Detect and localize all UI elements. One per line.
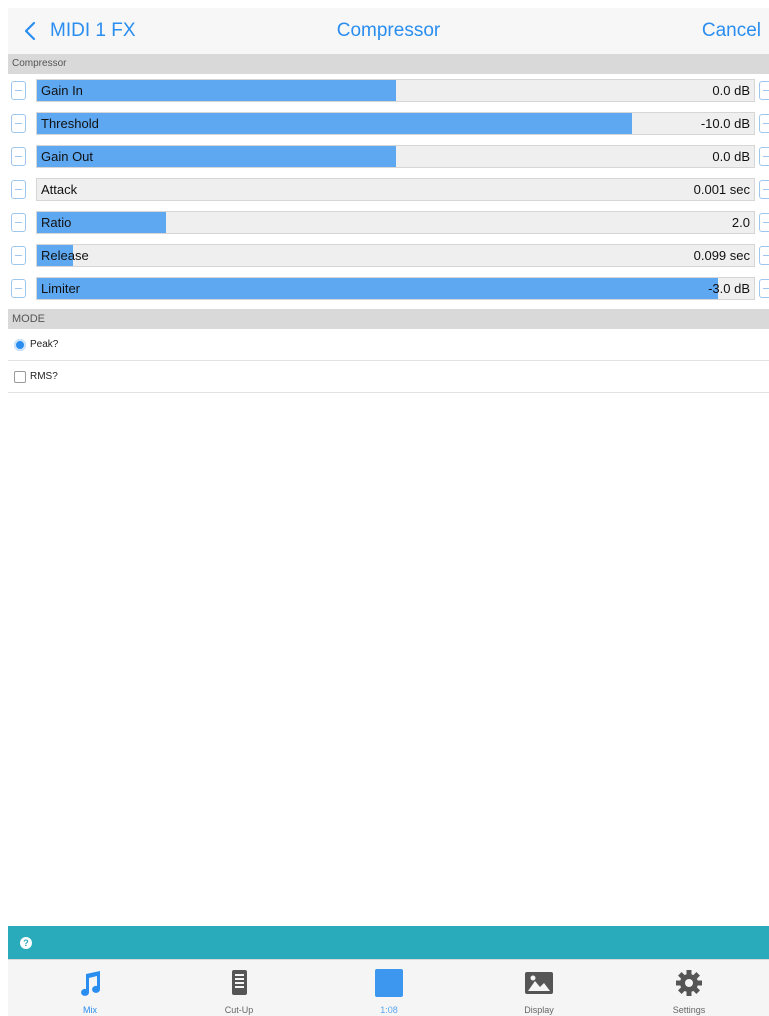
param-row-limiter: Limiter -3.0 dB bbox=[8, 272, 769, 305]
tab-display[interactable]: Display bbox=[489, 960, 589, 1016]
increment-button[interactable] bbox=[759, 114, 769, 133]
slider-fill bbox=[37, 146, 396, 167]
page-title: Compressor bbox=[336, 20, 441, 41]
slider-label: Gain Out bbox=[41, 149, 94, 164]
decrement-button[interactable] bbox=[11, 81, 26, 100]
gain-in-slider[interactable]: Gain In 0.0 dB bbox=[36, 79, 755, 102]
slider-label: Threshold bbox=[41, 116, 99, 131]
slider-value: -3.0 dB bbox=[708, 281, 750, 296]
increment-button[interactable] bbox=[759, 180, 769, 199]
tab-bar: Mix Cut-Up 1:08 Display bbox=[8, 959, 769, 1016]
slider-value: 0.0 dB bbox=[712, 83, 750, 98]
chevron-left-icon bbox=[24, 21, 36, 41]
document-icon bbox=[232, 970, 247, 995]
nav-bar: MIDI 1 FX Compressor Cancel bbox=[8, 8, 769, 54]
release-slider[interactable]: Release 0.099 sec bbox=[36, 244, 755, 267]
slider-fill bbox=[37, 245, 73, 266]
decrement-button[interactable] bbox=[11, 279, 26, 298]
help-icon[interactable]: ? bbox=[20, 937, 32, 949]
slider-label: Gain In bbox=[41, 83, 83, 98]
square-icon bbox=[375, 969, 403, 997]
param-row-gain-in: Gain In 0.0 dB bbox=[8, 74, 769, 107]
param-row-gain-out: Gain Out 0.0 dB bbox=[8, 140, 769, 173]
slider-value: 0.0 dB bbox=[712, 149, 750, 164]
param-row-release: Release 0.099 sec bbox=[8, 239, 769, 272]
mode-option-label: RMS? bbox=[30, 371, 58, 382]
mode-option-label: Peak? bbox=[30, 339, 59, 350]
slider-label: Release bbox=[41, 248, 89, 263]
cancel-button[interactable]: Cancel bbox=[701, 20, 761, 41]
limiter-slider[interactable]: Limiter -3.0 dB bbox=[36, 277, 755, 300]
tab-label: Settings bbox=[672, 1005, 706, 1015]
threshold-slider[interactable]: Threshold -10.0 dB bbox=[36, 112, 755, 135]
mode-option-peak[interactable]: Peak? bbox=[8, 329, 769, 361]
ratio-slider[interactable]: Ratio 2.0 bbox=[36, 211, 755, 234]
music-note-icon bbox=[81, 971, 101, 996]
slider-value: 0.001 sec bbox=[693, 182, 750, 197]
info-bar: ? bbox=[8, 926, 769, 959]
back-button[interactable]: MIDI 1 FX bbox=[24, 18, 136, 44]
decrement-button[interactable] bbox=[11, 180, 26, 199]
mode-option-rms[interactable]: RMS? bbox=[8, 361, 769, 393]
tab-label: Mix bbox=[83, 1005, 97, 1015]
slider-label: Attack bbox=[41, 182, 78, 197]
tab-label: 1:08 bbox=[380, 1005, 398, 1015]
image-icon bbox=[525, 972, 553, 994]
tab-mix[interactable]: Mix bbox=[40, 960, 140, 1016]
slider-label: Limiter bbox=[41, 281, 81, 296]
slider-label: Ratio bbox=[41, 215, 72, 230]
decrement-button[interactable] bbox=[11, 114, 26, 133]
increment-button[interactable] bbox=[759, 246, 769, 265]
increment-button[interactable] bbox=[759, 279, 769, 298]
app-frame: MIDI 1 FX Compressor Cancel Compressor G… bbox=[8, 8, 769, 1016]
gain-out-slider[interactable]: Gain Out 0.0 dB bbox=[36, 145, 755, 168]
tab-settings[interactable]: Settings bbox=[639, 960, 739, 1016]
increment-button[interactable] bbox=[759, 81, 769, 100]
slider-fill bbox=[37, 113, 633, 134]
slider-value: 2.0 bbox=[731, 215, 750, 230]
decrement-button[interactable] bbox=[11, 147, 26, 166]
slider-value: -10.0 dB bbox=[700, 116, 750, 131]
slider-fill bbox=[37, 80, 396, 101]
slider-value: 0.099 sec bbox=[693, 248, 750, 263]
attack-slider[interactable]: Attack 0.001 sec bbox=[36, 178, 755, 201]
increment-button[interactable] bbox=[759, 147, 769, 166]
param-row-ratio: Ratio 2.0 bbox=[8, 206, 769, 239]
increment-button[interactable] bbox=[759, 213, 769, 232]
tab-label: Display bbox=[524, 1005, 554, 1015]
param-row-threshold: Threshold -10.0 dB bbox=[8, 107, 769, 140]
gear-icon bbox=[676, 970, 702, 996]
section-header-compressor: Compressor bbox=[8, 54, 769, 74]
back-label: MIDI 1 FX bbox=[50, 20, 136, 41]
radio-selected-icon[interactable] bbox=[14, 339, 26, 351]
tab-time[interactable]: 1:08 bbox=[339, 960, 439, 1016]
slider-fill bbox=[37, 278, 719, 299]
section-header-mode: MODE bbox=[8, 309, 769, 329]
param-row-attack: Attack 0.001 sec bbox=[8, 173, 769, 206]
tab-cut-up[interactable]: Cut-Up bbox=[189, 960, 289, 1016]
decrement-button[interactable] bbox=[11, 246, 26, 265]
tab-label: Cut-Up bbox=[224, 1005, 254, 1015]
checkbox-icon[interactable] bbox=[14, 371, 26, 383]
decrement-button[interactable] bbox=[11, 213, 26, 232]
slider-fill bbox=[37, 212, 167, 233]
